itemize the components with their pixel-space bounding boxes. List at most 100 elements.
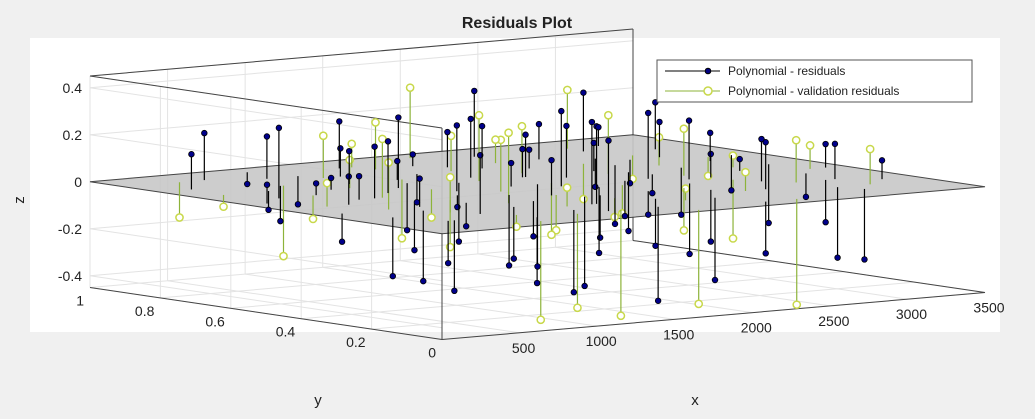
stem-marker-residual	[384, 138, 392, 145]
stem-marker-residual	[581, 282, 588, 290]
stem-marker-residual	[263, 133, 271, 140]
stem-marker-residual	[371, 143, 378, 150]
stem-marker-residual	[656, 118, 663, 126]
stem-marker-validation	[318, 131, 328, 141]
stem-marker-residual	[525, 146, 533, 153]
y-gridline-floor	[89, 240, 634, 288]
stem-marker-validation	[371, 118, 380, 127]
stem-marker-residual	[765, 219, 772, 227]
stem-marker-residual	[878, 157, 886, 164]
stem-marker-residual	[592, 183, 599, 191]
stem-marker-residual	[611, 220, 619, 228]
stem-marker-residual	[685, 117, 693, 124]
stem-marker-validation	[562, 183, 572, 192]
stem-marker-residual	[277, 217, 284, 225]
stem-marker-residual	[478, 122, 486, 130]
stem-marker-validation	[427, 213, 436, 222]
x-tick-label: 2000	[741, 320, 772, 336]
stem-marker-residual	[595, 123, 602, 131]
residual-stems	[188, 87, 886, 304]
stem-marker-residual	[707, 238, 715, 245]
stem-marker-residual	[420, 277, 427, 285]
stem-marker-residual	[389, 272, 396, 280]
stem-marker-validation	[397, 233, 407, 243]
y-gridline-floor	[160, 250, 704, 299]
x-tick-label: 500	[512, 340, 536, 356]
stem-marker-residual	[395, 114, 402, 121]
axes-box-edge	[632, 240, 986, 293]
stem-marker-residual	[510, 255, 517, 262]
stem-marker-validation	[474, 110, 484, 120]
z-tick-label: -0.4	[58, 268, 82, 284]
legend: Polynomial - residuals Polynomial - vali…	[656, 59, 973, 103]
legend-residuals-marker	[704, 67, 712, 75]
y-tick-label: 1	[76, 293, 84, 309]
x-tick-label: 2500	[818, 313, 849, 329]
stem-marker-residual	[728, 187, 735, 194]
stem-marker-residual	[201, 129, 208, 137]
stem-marker-residual	[758, 135, 765, 143]
stem-marker-residual	[455, 238, 463, 245]
z-gridline-back	[89, 228, 634, 277]
stem-marker-validation	[791, 135, 801, 145]
chart-title: Residuals Plot	[462, 15, 573, 32]
axes-box-edge	[89, 28, 634, 77]
stem-marker-residual	[522, 131, 529, 138]
stem-marker-validation	[347, 139, 357, 149]
stem-marker-residual	[548, 156, 555, 164]
z-gridline-side	[89, 228, 443, 282]
stem-marker-residual	[338, 238, 346, 245]
stem-marker-residual	[403, 226, 411, 234]
x-tick-label: 1000	[586, 333, 617, 349]
stem-marker-residual	[355, 172, 363, 180]
stem-marker-residual	[263, 181, 271, 188]
z-gridline-back	[89, 87, 634, 136]
stem-marker-validation	[679, 124, 689, 134]
stem-marker-validation	[694, 299, 704, 309]
stem-marker-residual	[588, 118, 596, 126]
stem-marker-residual	[337, 145, 344, 152]
y-gridline-floor	[230, 260, 774, 309]
stem-marker-residual	[605, 137, 612, 144]
stem-marker-residual	[590, 139, 598, 147]
stem-marker-residual	[736, 155, 743, 163]
stem-marker-validation	[573, 303, 582, 313]
stem-marker-validation	[792, 300, 802, 310]
stem-marker-validation	[547, 230, 556, 240]
stem-marker-residual	[471, 87, 478, 95]
y-tick-label: 0.6	[205, 313, 225, 329]
stem-marker-residual	[444, 259, 452, 267]
stem-marker-residual	[505, 262, 513, 269]
z-gridline-side	[89, 87, 443, 141]
stem-marker-residual	[706, 129, 714, 137]
stem-marker-residual	[336, 118, 343, 125]
stem-marker-validation	[805, 141, 815, 150]
stem-marker-residual	[621, 212, 629, 220]
stem-marker-validation	[563, 85, 572, 95]
stem-marker-residual	[411, 246, 418, 254]
z-gridline-side	[89, 275, 443, 329]
stem-marker-residual	[686, 250, 693, 258]
z-tick-label: 0.2	[63, 127, 83, 143]
stem-marker-residual	[711, 276, 719, 284]
stem-marker-residual	[595, 249, 603, 257]
stem-marker-validation	[491, 135, 500, 144]
z-axis-label: z	[11, 196, 28, 204]
y-tick-label: 0.4	[276, 324, 296, 340]
stem-marker-validation	[728, 151, 738, 160]
stem-marker-validation	[219, 202, 228, 212]
legend-validation-marker	[703, 86, 713, 96]
stem-marker-residual	[563, 122, 570, 130]
stem-marker-validation	[681, 184, 690, 193]
stem-marker-validation	[279, 251, 288, 261]
stem-marker-residual	[596, 234, 604, 241]
stem-marker-validation	[517, 121, 527, 131]
z-gridline-back	[89, 40, 634, 89]
stem-marker-residual	[188, 151, 195, 158]
stem-marker-residual	[312, 180, 320, 187]
y-axis-label: y	[314, 392, 322, 409]
x-axis-label: x	[691, 392, 699, 409]
y-tick-label: 0	[428, 345, 436, 361]
tick-labels: 500 1000 1500 2000 2500 3000 3500 0 0.2 0.4 0.6 0.8…	[58, 80, 1005, 361]
